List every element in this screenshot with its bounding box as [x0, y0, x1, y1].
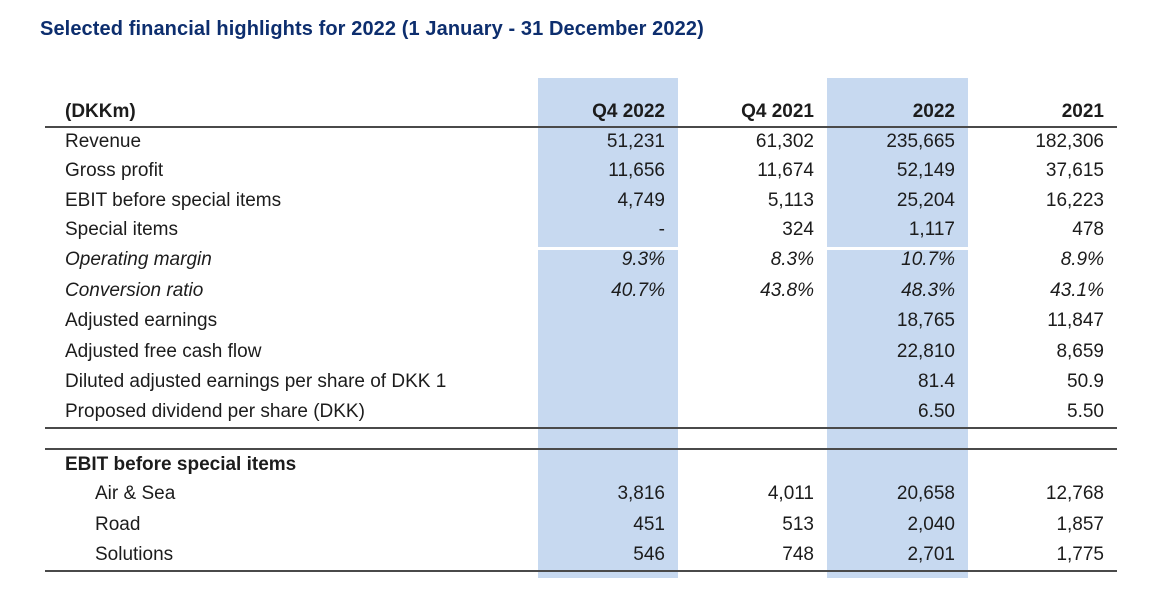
row-label: Conversion ratio — [65, 279, 204, 301]
cell-value — [678, 367, 827, 398]
cell-value: 10.7% — [901, 249, 955, 271]
highlights-table: (DKKm) Q4 2022 Q4 2021 2022 2021 Revenue… — [45, 78, 1117, 572]
cell-value: 40.7% — [611, 279, 665, 301]
cell-value: 48.3% — [901, 279, 955, 301]
cell-value: 2,040 — [907, 513, 955, 535]
cell-value: - — [658, 219, 665, 241]
band-white-divider — [45, 247, 1117, 250]
cell-value: 51,231 — [606, 131, 665, 153]
table-row-proposed-dividend: Proposed dividend per share (DKK) 6.50 5… — [45, 397, 1117, 429]
cell-value: 12,768 — [1045, 483, 1104, 505]
cell-value — [678, 337, 827, 368]
table-row-gross-profit: Gross profit 11,656 11,674 52,149 37,615 — [45, 157, 1117, 187]
cell-value: 235,665 — [886, 131, 955, 153]
cell-value: 478 — [1072, 219, 1104, 241]
cell-value: 182,306 — [1035, 131, 1104, 153]
cell-value: 4,011 — [767, 483, 814, 505]
column-header-2022: 2022 — [827, 78, 968, 128]
cell-value: 8,659 — [1056, 340, 1104, 362]
row-label: Special items — [65, 219, 178, 241]
cell-value — [678, 397, 827, 429]
cell-value: 513 — [782, 513, 814, 535]
column-header-q4-2021: Q4 2021 — [678, 78, 827, 128]
cell-value: 3,816 — [617, 483, 665, 505]
table-row-solutions: Solutions 546 748 2,701 1,775 — [45, 540, 1117, 572]
spacer-cell — [45, 428, 1117, 450]
row-label: Revenue — [65, 131, 142, 153]
section-header-label: EBIT before special items — [65, 453, 297, 475]
table-row-adjusted-free-cash-flow: Adjusted free cash flow 22,810 8,659 — [45, 337, 1117, 368]
cell-value: 61,302 — [755, 131, 814, 153]
cell-value: 18,765 — [896, 310, 955, 332]
table-row-adjusted-earnings: Adjusted earnings 18,765 11,847 — [45, 306, 1117, 337]
row-label: Adjusted free cash flow — [65, 340, 262, 362]
row-label: Road — [95, 513, 141, 535]
cell-value: 37,615 — [1045, 160, 1104, 182]
cell-value: 5.50 — [968, 397, 1117, 429]
row-label: Solutions — [45, 540, 538, 572]
cell-value — [538, 306, 678, 337]
column-header-q4-2022: Q4 2022 — [538, 78, 678, 128]
unit-header: (DKKm) — [45, 78, 538, 128]
table-row-road: Road 451 513 2,040 1,857 — [45, 510, 1117, 541]
cell-value: 43.8% — [760, 279, 814, 301]
cell-value — [827, 449, 968, 479]
cell-value: 9.3% — [621, 249, 665, 271]
cell-value: 20,658 — [896, 483, 955, 505]
table-row-conversion-ratio: Conversion ratio 40.7% 43.8% 48.3% 43.1% — [45, 276, 1117, 307]
cell-value: 324 — [782, 219, 814, 241]
cell-value: 11,656 — [608, 160, 665, 182]
table-row-operating-margin: Operating margin 9.3% 8.3% 10.7% 8.9% — [45, 245, 1117, 276]
cell-value: 1,857 — [1056, 513, 1104, 535]
cell-value — [538, 397, 678, 429]
cell-value: 5,113 — [767, 189, 814, 211]
row-label: Gross profit — [65, 160, 164, 182]
table-row-air-and-sea: Air & Sea 3,816 4,011 20,658 12,768 — [45, 479, 1117, 510]
cell-value: 8.9% — [1060, 249, 1104, 271]
table-row-ebit-before-special-items: EBIT before special items 4,749 5,113 25… — [45, 186, 1117, 216]
table-row-diluted-adjusted-eps: Diluted adjusted earnings per share of D… — [45, 367, 1117, 398]
cell-value: 16,223 — [1045, 189, 1104, 211]
cell-value: 1,775 — [968, 540, 1117, 572]
cell-value: 11,847 — [1047, 310, 1104, 332]
table-row-revenue: Revenue 51,231 61,302 235,665 182,306 — [45, 127, 1117, 157]
cell-value: 4,749 — [617, 189, 665, 211]
spacer-row — [45, 428, 1117, 450]
cell-value: 22,810 — [896, 340, 955, 362]
cell-value — [968, 449, 1117, 479]
cell-value: 8.3% — [770, 249, 814, 271]
cell-value — [538, 337, 678, 368]
financial-highlights-table: (DKKm) Q4 2022 Q4 2021 2022 2021 Revenue… — [45, 78, 1117, 578]
cell-value: 748 — [678, 540, 827, 572]
cell-value: 50.9 — [1067, 371, 1104, 393]
row-label: Air & Sea — [95, 483, 176, 505]
column-header-2021: 2021 — [968, 78, 1117, 128]
cell-value: 546 — [538, 540, 678, 572]
row-label: Proposed dividend per share (DKK) — [45, 397, 538, 429]
cell-value: 6.50 — [827, 397, 968, 429]
table-row-special-items: Special items - 324 1,117 478 — [45, 216, 1117, 246]
highlight-band-q4-2022 — [538, 78, 678, 578]
highlight-band-2022 — [827, 78, 968, 578]
row-label: Adjusted earnings — [65, 310, 218, 332]
cell-value — [538, 449, 678, 479]
cell-value: 2,701 — [827, 540, 968, 572]
cell-value: 52,149 — [896, 160, 955, 182]
page-title: Selected financial highlights for 2022 (… — [40, 18, 704, 40]
cell-value: 451 — [633, 513, 665, 535]
cell-value — [678, 306, 827, 337]
row-label: Operating margin — [65, 249, 212, 271]
cell-value — [678, 449, 827, 479]
cell-value: 1,117 — [908, 219, 955, 241]
cell-value — [538, 367, 678, 398]
header-row: (DKKm) Q4 2022 Q4 2021 2022 2021 — [45, 78, 1117, 128]
cell-value: 25,204 — [896, 189, 955, 211]
section-header-row: EBIT before special items — [45, 449, 1117, 479]
cell-value: 11,674 — [757, 160, 814, 182]
cell-value: 81.4 — [918, 371, 955, 393]
cell-value: 43.1% — [1050, 279, 1104, 301]
row-label: EBIT before special items — [65, 189, 282, 211]
row-label: Diluted adjusted earnings per share of D… — [65, 371, 447, 393]
